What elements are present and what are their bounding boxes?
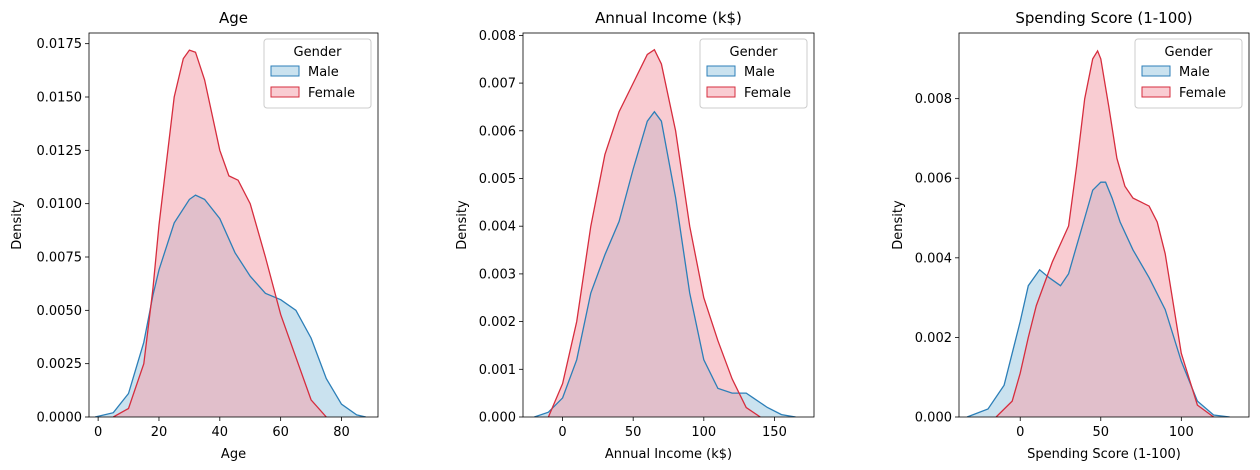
y-tick-label: 0.0025 — [37, 357, 83, 372]
legend-swatch-male — [270, 65, 300, 77]
x-tick-label: 50 — [625, 425, 642, 440]
legend-label-male: Male — [744, 65, 775, 80]
legend-label-male: Male — [308, 65, 339, 80]
legend-label-female: Female — [308, 86, 355, 101]
y-tick-label: 0.006 — [479, 124, 516, 139]
legend-swatch-male — [1141, 65, 1171, 77]
y-tick-label: 0.0125 — [37, 144, 83, 159]
legend-swatch-female — [706, 86, 736, 98]
y-tick-label: 0.0175 — [37, 37, 83, 52]
chart-panel-3: 0 50 100 0.000 0.002 0.004 0.006 0.008 Spending … — [891, 9, 1250, 462]
x-tick-label: 150 — [762, 425, 787, 440]
density-line-female — [995, 49, 1214, 417]
chart-title: Age — [219, 9, 248, 27]
x-axis-label: Spending Score (1-100) — [1027, 447, 1181, 462]
density-area-female — [548, 49, 761, 417]
x-tick-label: 50 — [1093, 425, 1110, 440]
chart-title: Spending Score (1-100) — [1015, 9, 1192, 27]
axes-frame — [522, 32, 815, 418]
x-tick-label: 0 — [558, 425, 566, 440]
y-tick-label: 0.005 — [479, 172, 516, 187]
y-tick-label: 0.001 — [479, 363, 516, 378]
y-tick-label: 0.0150 — [37, 91, 83, 106]
density-line-male — [94, 194, 366, 417]
plot-area — [966, 49, 1230, 417]
density-line-male — [534, 110, 796, 417]
legend-swatch-male — [706, 65, 736, 77]
y-tick-label: 0.002 — [479, 315, 516, 330]
x-tick-label: 100 — [1169, 425, 1194, 440]
x-tick-label: 60 — [272, 425, 289, 440]
chart-title: Annual Income (k$) — [595, 9, 742, 27]
y-axis-label: Density — [10, 200, 25, 250]
density-area-female — [113, 50, 327, 417]
y-tick-label: 0.000 — [915, 411, 952, 426]
y-tick-label: 0.003 — [479, 267, 516, 282]
legend-title: Gender — [1165, 45, 1214, 60]
y-tick-label: 0.0000 — [37, 411, 83, 426]
legend: Gender Male Female — [699, 38, 808, 109]
x-tick-label: 40 — [212, 425, 229, 440]
x-tick-label: 100 — [691, 425, 716, 440]
density-line-female — [547, 48, 761, 417]
axes-frame — [88, 32, 379, 418]
legend-swatch-female — [270, 86, 300, 98]
y-tick-label: 0.008 — [479, 29, 516, 44]
y-tick-label: 0.004 — [479, 220, 516, 235]
y-tick-label: 0.000 — [479, 411, 516, 426]
x-axis-label: Annual Income (k$) — [605, 447, 732, 462]
y-tick-label: 0.006 — [915, 172, 952, 187]
legend-label-male: Male — [1179, 65, 1210, 80]
legend-swatch-female — [1141, 86, 1171, 98]
x-tick-label: 0 — [1016, 425, 1024, 440]
density-line-female — [112, 49, 327, 417]
chart-panel-2: 0 50 100 150 0.000 0.001 0.002 0.003 0.004 0.005 0… — [455, 9, 815, 462]
y-tick-label: 0.0100 — [37, 197, 83, 212]
x-tick-label: 80 — [333, 425, 350, 440]
y-tick-label: 0.004 — [915, 251, 952, 266]
axes-frame — [958, 32, 1250, 418]
legend-title: Gender — [294, 45, 343, 60]
legend: Gender Male Female — [1134, 38, 1243, 109]
legend-label-female: Female — [744, 86, 791, 101]
density-line-male — [966, 181, 1230, 417]
y-tick-label: 0.0050 — [37, 304, 83, 319]
y-tick-label: 0.007 — [479, 77, 516, 92]
legend: Gender Male Female — [263, 38, 372, 109]
x-axis-label: Age — [221, 447, 246, 462]
y-axis-label: Density — [455, 200, 470, 250]
x-tick-label: 0 — [94, 425, 102, 440]
y-tick-label: 0.002 — [915, 331, 952, 346]
y-tick-label: 0.008 — [915, 92, 952, 107]
x-tick-label: 20 — [151, 425, 168, 440]
density-area-female — [996, 50, 1214, 417]
legend-label-female: Female — [1179, 86, 1226, 101]
legend-title: Gender — [730, 45, 779, 60]
chart-panel-1: 0 20 40 60 80 0.0000 0.0025 0.0050 0.0075 0.0100 0… — [10, 9, 379, 462]
y-axis-label: Density — [891, 200, 906, 250]
plot-area — [94, 49, 366, 417]
y-tick-label: 0.0075 — [37, 251, 83, 266]
plot-area — [534, 48, 796, 417]
